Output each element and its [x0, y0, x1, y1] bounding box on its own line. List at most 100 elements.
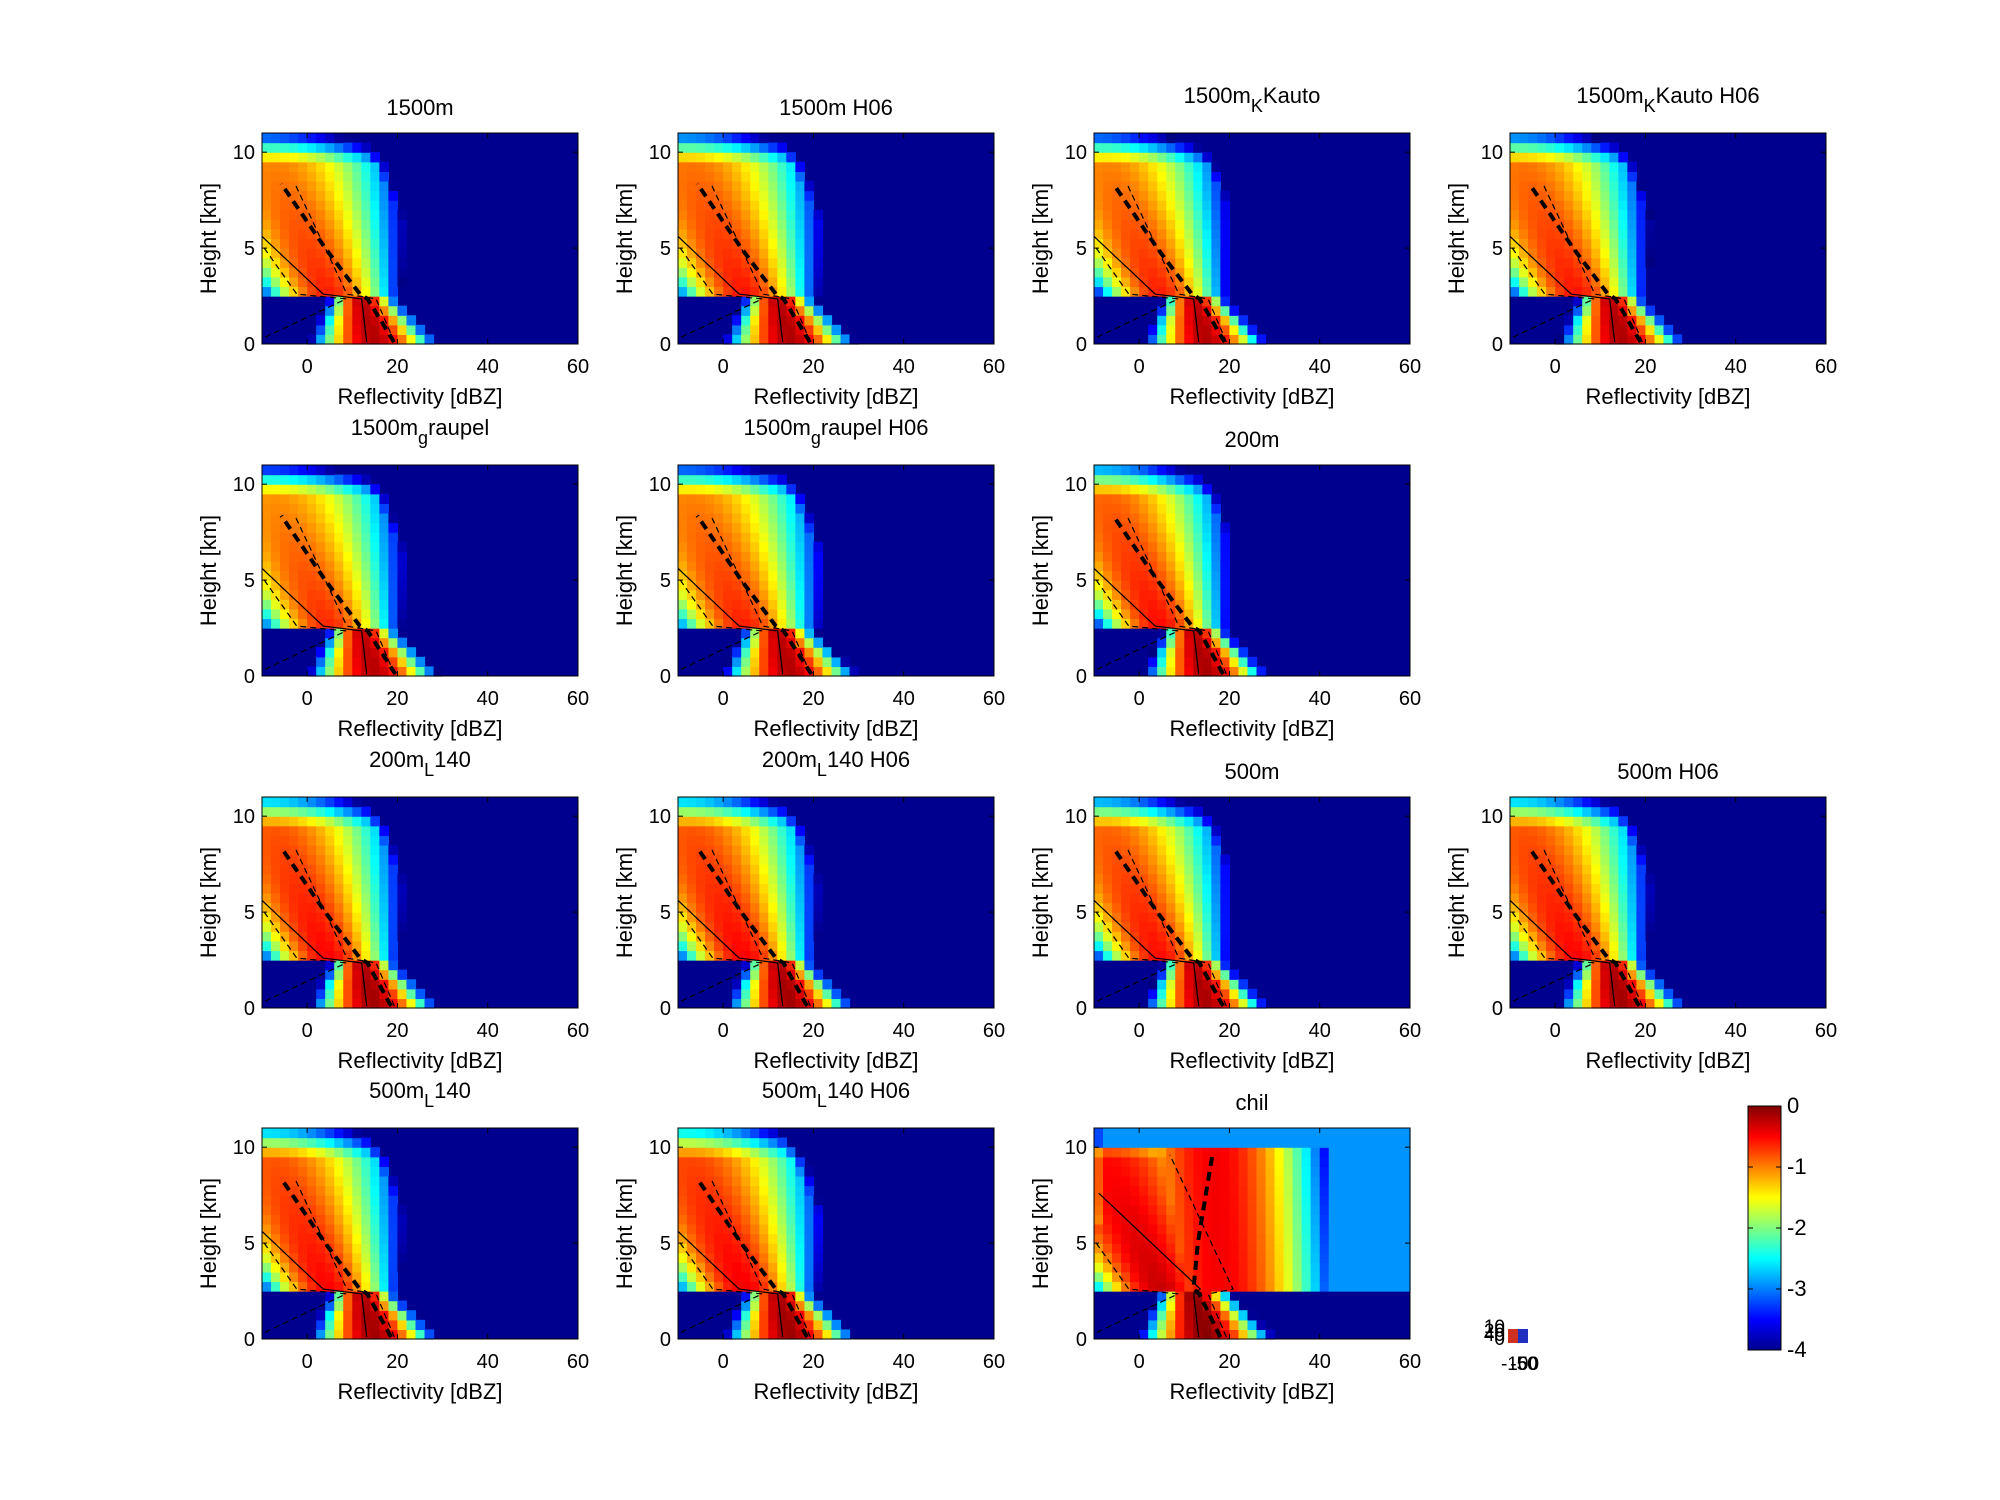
heatmap-cell: [325, 1223, 335, 1235]
heatmap-cell: [795, 1329, 805, 1340]
heatmap-cell: [696, 825, 706, 836]
heatmap-cell: [804, 200, 815, 211]
heatmap-cell: [678, 1166, 688, 1177]
heatmap-cell: [822, 324, 833, 336]
heatmap-cell: [1382, 1204, 1393, 1215]
heatmap-cell: [1663, 334, 1674, 345]
heatmap-cell: [352, 969, 362, 980]
heatmap-cell: [1103, 873, 1113, 884]
heatmap-cell: [1618, 931, 1628, 942]
heatmap-cell: [361, 1166, 371, 1177]
heatmap-cell: [334, 238, 344, 249]
heatmap-cell: [1130, 1175, 1140, 1187]
heatmap-cell: [1373, 1175, 1384, 1187]
heatmap-cell: [316, 1329, 326, 1340]
heatmap-cell: [1319, 1223, 1330, 1235]
heatmap-cell: [343, 1243, 353, 1254]
heatmap-cell: [822, 979, 833, 990]
heatmap-cell: [1103, 883, 1113, 894]
heatmap-cell: [343, 1300, 353, 1311]
heatmap-cell: [687, 267, 697, 278]
heatmap-cell: [1618, 912, 1628, 923]
heatmap-cell: [1310, 1281, 1321, 1292]
heatmap-cell: [1193, 512, 1203, 524]
heatmap-cell: [786, 1243, 796, 1254]
heatmap-cell: [786, 257, 796, 268]
heatmap-cell: [705, 589, 715, 600]
heatmap-cell: [1148, 1214, 1158, 1225]
heatmap-cell: [1510, 883, 1520, 894]
heatmap-cell: [786, 248, 796, 259]
heatmap-cell: [379, 180, 389, 192]
heatmap-cell: [777, 1137, 787, 1148]
heatmap-cell: [1573, 305, 1583, 316]
heatmap-cell: [786, 334, 796, 345]
y-axis-label: Height [km]: [612, 1178, 637, 1289]
heatmap-cell: [280, 209, 290, 220]
heatmap-cell: [1094, 1243, 1104, 1254]
heatmap-cell: [1211, 228, 1221, 240]
heatmap-cell: [1537, 921, 1547, 932]
heatmap-cell: [732, 1166, 742, 1177]
heatmap-cell: [1510, 152, 1520, 163]
heatmap-cell: [361, 512, 371, 524]
heatmap-cell: [1112, 599, 1122, 610]
heatmap-cell: [696, 512, 706, 524]
heatmap-cell: [1355, 1214, 1366, 1225]
heatmap-cell: [298, 797, 308, 808]
heatmap-cell: [1202, 599, 1212, 610]
heatmap-cell: [1193, 257, 1203, 268]
heatmap-cell: [1184, 835, 1194, 846]
heatmap-cell: [678, 1175, 688, 1187]
heatmap-cell: [1103, 474, 1113, 485]
heatmap-cell: [1184, 806, 1194, 817]
heatmap-cell: [280, 180, 290, 192]
heatmap-cell: [1121, 931, 1131, 942]
heatmap-cell: [370, 522, 380, 533]
heatmap-cell: [271, 825, 281, 836]
heatmap-cell: [1537, 940, 1547, 952]
heatmap-cell: [705, 1214, 715, 1225]
heatmap-cell: [325, 1185, 335, 1196]
heatmap-cell: [307, 950, 317, 961]
heatmap-cell: [1600, 921, 1610, 932]
heatmap-cell: [1157, 267, 1167, 278]
heatmap-cell: [1184, 560, 1194, 572]
heatmap-cell: [759, 1329, 769, 1340]
heatmap-cell: [1112, 200, 1122, 211]
heatmap-cell: [1211, 1233, 1221, 1244]
heatmap-cell: [804, 180, 815, 192]
heatmap-cell: [379, 902, 389, 913]
heatmap-cell: [759, 1204, 769, 1215]
heatmap-cell: [1166, 190, 1176, 201]
heatmap-cell: [1148, 209, 1158, 220]
heatmap-cell: [1546, 238, 1556, 249]
heatmap-cell: [406, 988, 417, 1000]
percentile-high-line: [710, 515, 811, 675]
heatmap-cell: [1166, 503, 1176, 514]
heatmap-cell: [1528, 228, 1538, 240]
heatmap-cell: [741, 133, 751, 144]
heatmap-cell: [1184, 228, 1194, 240]
axes-frame: [677, 132, 995, 345]
heatmap-cell: [1112, 180, 1122, 192]
heatmap-cell: [280, 493, 290, 504]
heatmap-cell: [741, 998, 751, 1009]
heatmap-cell: [705, 950, 715, 961]
heatmap-cell: [1148, 589, 1158, 600]
heatmap-cell: [1265, 1243, 1276, 1254]
heatmap-cell: [795, 589, 805, 600]
heatmap-cell: [280, 551, 290, 562]
heatmap-cell: [1148, 608, 1158, 620]
heatmap-cell: [1247, 1128, 1258, 1139]
heatmap-cell: [1121, 1185, 1131, 1196]
heatmap-cell: [307, 465, 317, 476]
heatmap-cell: [1573, 142, 1583, 153]
heatmap-cell: [1121, 883, 1131, 894]
heatmap-cell: [759, 960, 769, 971]
heatmap-cell: [1256, 1175, 1267, 1187]
heatmap-cell: [289, 228, 299, 240]
heatmap-cell: [732, 931, 742, 942]
heatmap-cell: [1519, 854, 1529, 865]
heatmap-cell: [1627, 238, 1637, 249]
